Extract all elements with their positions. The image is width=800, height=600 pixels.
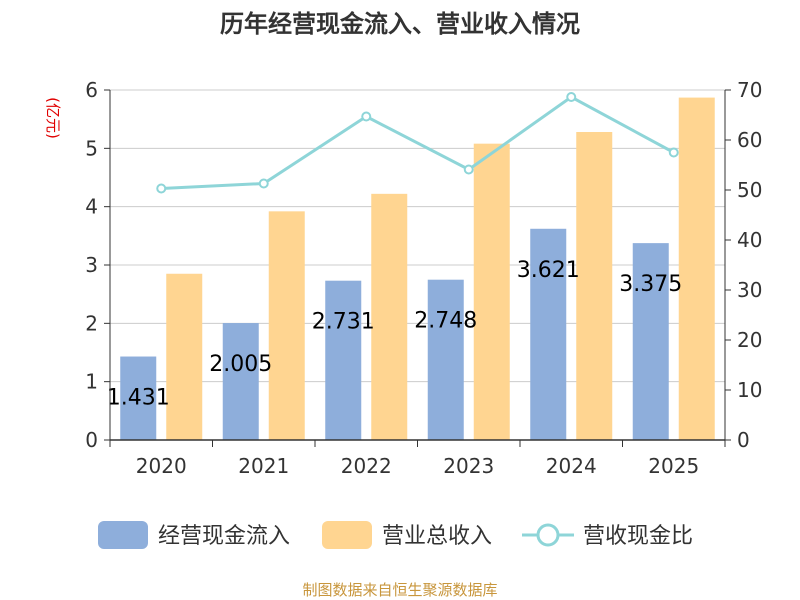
right-tick-label: 60 bbox=[737, 128, 762, 152]
x-tick-label: 2020 bbox=[136, 454, 187, 478]
right-tick-label: 40 bbox=[737, 228, 762, 252]
x-tick-label: 2024 bbox=[546, 454, 597, 478]
right-tick-label: 0 bbox=[737, 428, 750, 452]
x-tick-label: 2023 bbox=[443, 454, 494, 478]
legend-label-ratio[interactable]: 营收现金比 bbox=[583, 524, 693, 549]
left-tick-label: 2 bbox=[85, 311, 98, 335]
left-axis-unit: (亿元) bbox=[44, 97, 62, 139]
bar-cash-inflow bbox=[530, 228, 567, 440]
right-axis-unit: % bbox=[796, 85, 800, 99]
bar-cash-inflow bbox=[222, 323, 259, 440]
right-tick-label: 30 bbox=[737, 278, 762, 302]
ratio-point bbox=[668, 147, 679, 158]
bar-revenue bbox=[678, 97, 715, 440]
right-tick-label: 50 bbox=[737, 178, 762, 202]
source-note: 制图数据来自恒生聚源数据库 bbox=[302, 581, 497, 599]
x-tick-label: 2021 bbox=[238, 454, 289, 478]
ratio-point bbox=[156, 183, 167, 194]
bar-revenue bbox=[473, 143, 510, 440]
bar-cash-inflow bbox=[325, 280, 362, 440]
left-tick-label: 6 bbox=[85, 78, 98, 102]
data-label-cash-inflow: 1.431 bbox=[107, 386, 170, 411]
right-tick-label: 70 bbox=[737, 78, 762, 102]
left-tick-label: 0 bbox=[85, 428, 98, 452]
right-tick-label: 20 bbox=[737, 328, 762, 352]
data-label-cash-inflow: 3.375 bbox=[619, 272, 682, 297]
bar-revenue bbox=[371, 193, 408, 440]
legend-marker-ratio bbox=[536, 523, 560, 547]
data-label-cash-inflow: 2.748 bbox=[414, 309, 477, 334]
bar-cash-inflow bbox=[632, 243, 669, 440]
legend: 经营现金流入 营业总收入 营收现金比 bbox=[98, 521, 693, 549]
left-tick-label: 1 bbox=[85, 370, 98, 394]
ratio-line-path bbox=[161, 95, 675, 190]
data-label-cash-inflow: 2.005 bbox=[209, 352, 272, 377]
bar-cash-inflow bbox=[427, 279, 464, 440]
chart-title: 历年经营现金流入、营业收入情况 bbox=[220, 10, 580, 38]
ratio-point bbox=[566, 92, 577, 102]
left-tick-label: 3 bbox=[85, 253, 98, 277]
left-tick-label: 4 bbox=[85, 195, 98, 219]
x-tick-label: 2025 bbox=[648, 454, 699, 478]
ratio-point bbox=[258, 178, 269, 189]
legend-label-cash-inflow[interactable]: 经营现金流入 bbox=[158, 524, 290, 549]
data-labels: 1.431 2.005 2.731 2.748 3.621 3.375 bbox=[107, 258, 682, 411]
legend-label-revenue[interactable]: 营业总收入 bbox=[382, 524, 492, 549]
ratio-point bbox=[463, 164, 474, 175]
bars bbox=[120, 97, 715, 440]
bar-cash-inflow bbox=[120, 356, 157, 440]
legend-swatch-revenue bbox=[322, 521, 372, 549]
left-tick-label: 5 bbox=[85, 136, 98, 160]
ratio-point bbox=[361, 111, 372, 122]
gridlines bbox=[110, 89, 725, 383]
bar-revenue bbox=[166, 273, 203, 440]
ratio-line bbox=[156, 92, 679, 194]
data-label-cash-inflow: 2.731 bbox=[312, 310, 375, 335]
right-tick-label: 10 bbox=[737, 378, 762, 402]
legend-swatch-cash-inflow bbox=[98, 521, 148, 549]
x-tick-label: 2022 bbox=[341, 454, 392, 478]
data-label-cash-inflow: 3.621 bbox=[517, 258, 580, 283]
bar-revenue bbox=[268, 211, 305, 440]
bar-revenue bbox=[576, 132, 613, 440]
